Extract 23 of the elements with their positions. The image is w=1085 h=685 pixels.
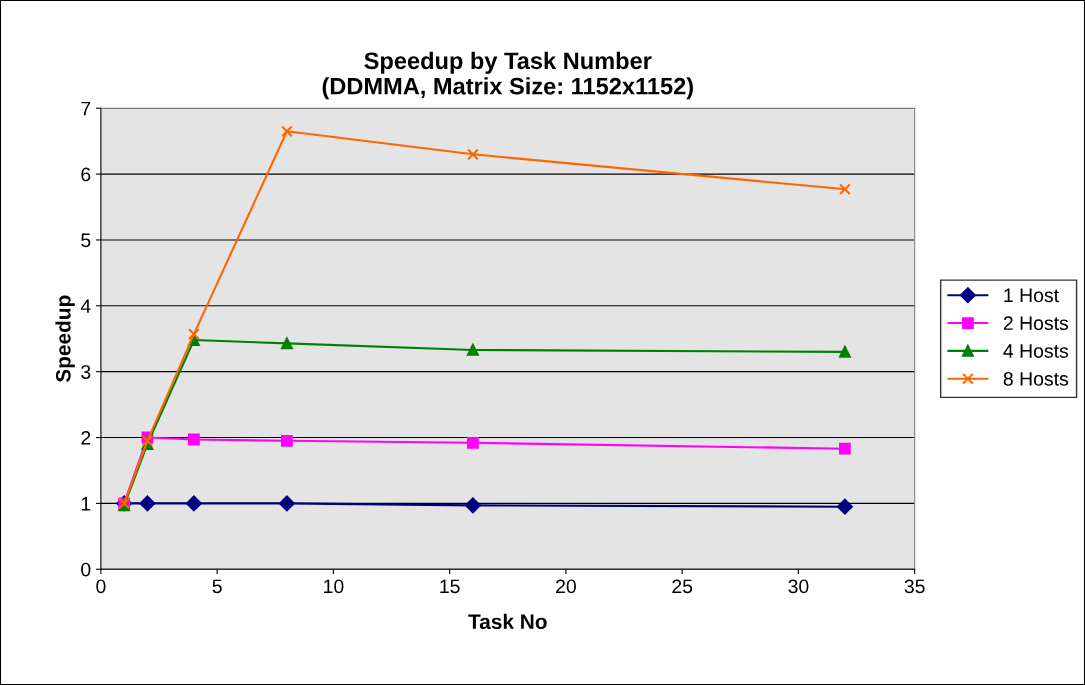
x-tick-label: 25 <box>672 579 693 594</box>
x-tick-label: 10 <box>324 579 344 594</box>
x-tick-label: 35 <box>904 579 925 594</box>
legend-label: 2 Hosts <box>1003 316 1069 331</box>
x-tick-label: 5 <box>212 579 222 594</box>
y-tick-label: 2 <box>81 430 91 445</box>
y-tick-label: 4 <box>80 299 91 313</box>
y-axis-title: Speedup <box>55 295 75 383</box>
y-tick-label: 3 <box>81 365 91 379</box>
x-tick-label: 30 <box>788 579 809 594</box>
legend-label: 8 Hosts <box>1003 371 1069 386</box>
chart-title: Speedup by Task Number (DDMMA, Matrix Size: 1152x1152) <box>322 51 693 100</box>
y-tick-label: 1 <box>81 497 91 511</box>
y-tick-label: 0 <box>81 562 91 577</box>
legend-label: 1 Host <box>1004 288 1059 303</box>
y-tick-label: 5 <box>81 233 91 248</box>
x-tick-label: 0 <box>96 579 106 594</box>
x-axis-title: Task No <box>468 613 547 630</box>
legend-label: 4 Hosts <box>1003 344 1069 358</box>
x-tick-label: 20 <box>556 579 576 594</box>
y-tick-label: 6 <box>81 167 91 182</box>
y-tick-label: 7 <box>81 101 91 116</box>
x-tick-label: 15 <box>440 579 460 594</box>
